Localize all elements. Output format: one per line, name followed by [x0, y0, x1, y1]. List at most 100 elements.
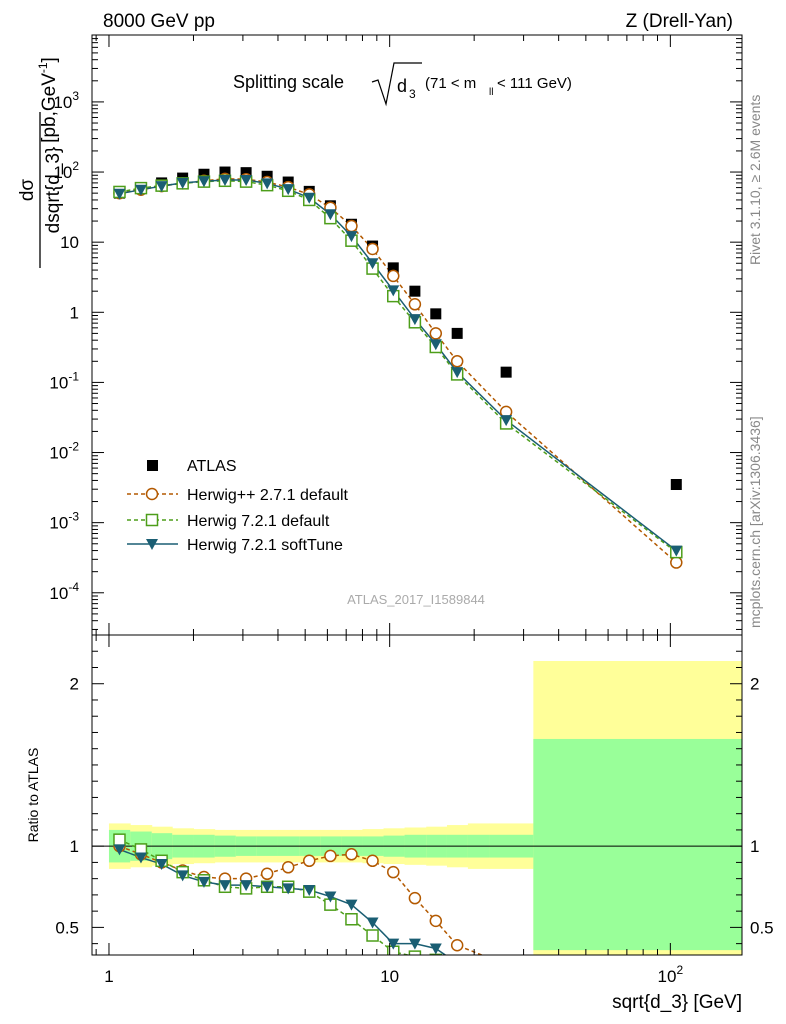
- ratio-point-herwig721: [113, 833, 126, 846]
- data-point-softtune: [429, 339, 442, 351]
- title-cut-pre: (71 < m: [425, 75, 476, 92]
- y-tick-label-ratio-left: 2: [70, 675, 79, 694]
- data-point-softtune: [324, 209, 337, 221]
- data-point-softtune: [261, 178, 274, 190]
- ratio-point-softtune: [324, 891, 337, 903]
- data-point-softtune: [345, 231, 358, 243]
- ratio-point-softtune: [155, 859, 168, 871]
- y-tick-label-main: 1: [70, 303, 79, 322]
- y-tick-label-ratio-right: 0.5: [750, 918, 774, 937]
- ratio-point-herwigpp: [408, 891, 422, 905]
- ratio-point-softtune: [261, 881, 274, 893]
- analysis-id-label: ATLAS_2017_I1589844: [347, 592, 485, 607]
- legend-entry-herwigpp: Herwig++ 2.7.1 default: [127, 487, 349, 504]
- ratio-point-herwigpp: [324, 849, 337, 863]
- data-point-atlas: [219, 166, 231, 178]
- stat-uncertainty-band: [533, 738, 742, 951]
- ratio-point-herwigpp: [260, 867, 274, 881]
- main-plot-series: [113, 166, 683, 569]
- legend-label-herwigpp: Herwig++ 2.7.1 default: [187, 487, 349, 504]
- y-tick-label-ratio-right: 2: [750, 675, 759, 694]
- ratio-point-herwigpp: [387, 865, 400, 879]
- mcplots-reference-label: mcplots.cern.ch [arXiv:1306.3436]: [747, 416, 763, 628]
- ratio-point-herwigpp: [429, 914, 443, 928]
- ratio-point-softtune: [176, 870, 189, 882]
- ratio-point-herwig721: [408, 950, 422, 955]
- y-tick-label-main: 10-3: [49, 510, 79, 533]
- ratio-point-softtune: [197, 876, 210, 888]
- y-tick-label-ratio-left: 0.5: [55, 918, 79, 937]
- data-point-softtune: [366, 258, 379, 270]
- y-tick-label-ratio-right: 1: [750, 837, 759, 856]
- data-point-herwigpp: [345, 219, 358, 233]
- legend: ATLAS Herwig++ 2.7.1 default Herwig 7.2.…: [127, 458, 349, 554]
- main-y-axis-label: dσ dsqrt{d_3}: [17, 112, 64, 268]
- title-cut-post: < 111 GeV): [497, 75, 572, 92]
- ratio-point-herwigpp: [450, 939, 464, 952]
- ratio-point-herwigpp: [345, 848, 358, 861]
- data-point-herwigpp: [429, 327, 443, 340]
- ratio-point-softtune: [134, 852, 147, 864]
- data-point-atlas: [409, 285, 421, 297]
- y-tick-label-main: 10: [60, 233, 79, 252]
- legend-label-herwig721: Herwig 7.2.1 default: [187, 513, 330, 530]
- data-point-softtune: [218, 174, 231, 186]
- y-tick-label-ratio-left: 1: [70, 837, 79, 856]
- data-point-softtune: [500, 415, 513, 427]
- rivet-version-label: Rivet 3.1.10, ≥ 2.6M events: [747, 95, 763, 265]
- data-point-softtune: [303, 192, 316, 204]
- y-tick-label-main: 10-1: [49, 369, 79, 392]
- ratio-uncertainty-bands: [92, 660, 742, 955]
- legend-entry-herwig721: Herwig 7.2.1 default: [127, 513, 330, 530]
- main-y-axis-unit: [pb,GeV-1]: [36, 57, 60, 143]
- y-tick-label-main: 10-4: [49, 580, 79, 603]
- data-point-softtune: [134, 184, 147, 196]
- ratio-point-softtune: [366, 917, 379, 929]
- legend-marker-herwigpp: [145, 487, 159, 501]
- y-tick-label-main: 102: [53, 159, 79, 182]
- data-point-atlas: [387, 262, 399, 274]
- data-point-atlas: [451, 327, 463, 339]
- data-point-softtune: [197, 176, 210, 188]
- data-point-atlas: [670, 479, 682, 491]
- ratio-point-softtune: [282, 883, 295, 895]
- data-point-softtune: [155, 181, 168, 193]
- ratio-point-softtune: [387, 938, 400, 950]
- main-plot-title: Splitting scale d 3 (71 < m ll < 111 GeV…: [233, 62, 572, 107]
- ratio-point-herwig721: [366, 929, 379, 942]
- ratio-point-herwigpp: [281, 861, 295, 874]
- data-point-softtune: [176, 177, 189, 189]
- ratio-point-softtune: [240, 880, 253, 892]
- ratio-point-herwig721: [429, 953, 443, 955]
- data-point-softtune: [451, 367, 464, 379]
- title-cut-sub: ll: [489, 87, 493, 98]
- ratio-point-softtune: [303, 885, 316, 897]
- ratio-y-axis-label: Ratio to ATLAS: [25, 748, 41, 843]
- legend-label-softtune: Herwig 7.2.1 softTune: [187, 537, 343, 554]
- data-point-herwigpp: [387, 269, 400, 283]
- data-point-softtune: [240, 174, 253, 186]
- data-point-atlas: [500, 366, 512, 378]
- ylabel-numerator: dσ: [17, 179, 38, 202]
- ratio-point-softtune: [218, 880, 231, 892]
- legend-marker-softtune: [146, 539, 158, 550]
- legend-entry-atlas: ATLAS: [147, 458, 237, 475]
- ratio-plot-series: [113, 833, 484, 955]
- data-point-softtune: [113, 188, 126, 200]
- ylabel-denominator: dsqrt{d_3}: [43, 147, 64, 234]
- header-left: 8000 GeV pp: [103, 11, 215, 32]
- sqrt-symbol: [371, 62, 422, 107]
- legend-marker-atlas: [147, 460, 158, 471]
- x-tick-label: 1: [104, 967, 113, 986]
- ratio-plot-frame: [91, 634, 743, 956]
- data-point-herwigpp: [366, 242, 379, 256]
- title-sqrt-arg: d: [397, 76, 407, 96]
- x-tick-label: 102: [658, 963, 684, 986]
- data-point-atlas: [240, 167, 252, 179]
- data-point-softtune: [387, 285, 400, 297]
- ratio-point-softtune: [429, 943, 442, 955]
- header-right: Z (Drell-Yan): [626, 11, 733, 32]
- ratio-point-herwigpp: [366, 854, 379, 868]
- data-point-atlas: [198, 168, 210, 180]
- data-point-herwigpp: [450, 355, 464, 368]
